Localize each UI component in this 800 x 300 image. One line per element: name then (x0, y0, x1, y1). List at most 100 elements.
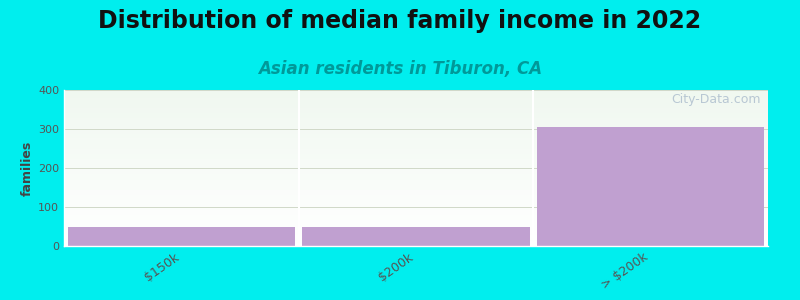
Bar (64, 148, 768, 149)
Bar (64, 93, 768, 94)
Bar (64, 102, 768, 103)
Bar (64, 197, 768, 198)
Bar (64, 245, 768, 246)
Bar (64, 135, 768, 136)
Bar (64, 183, 768, 184)
Bar (64, 206, 768, 207)
Bar (64, 199, 768, 200)
Bar (64, 105, 768, 106)
Bar (64, 214, 768, 215)
Bar (64, 104, 768, 105)
Bar (64, 99, 768, 100)
Bar (64, 226, 768, 227)
Bar (64, 109, 768, 110)
Bar (64, 116, 768, 117)
Bar (64, 171, 768, 172)
Bar (64, 198, 768, 199)
Bar (64, 202, 768, 203)
Bar (64, 90, 768, 91)
Bar (64, 224, 768, 225)
Bar (64, 152, 768, 153)
Bar (64, 137, 768, 138)
Bar (64, 150, 768, 151)
Bar (64, 189, 768, 190)
Bar (64, 240, 768, 241)
Bar (64, 172, 768, 173)
Text: City-Data.com: City-Data.com (671, 93, 761, 106)
Bar (64, 230, 768, 231)
Bar (64, 123, 768, 124)
Bar (64, 207, 768, 208)
Bar (64, 145, 768, 146)
Bar (64, 173, 768, 174)
Bar (64, 98, 768, 99)
Bar (64, 227, 768, 228)
Bar (64, 186, 768, 187)
Bar (64, 153, 768, 154)
Bar (64, 110, 768, 111)
Bar (64, 97, 768, 98)
Bar (64, 243, 768, 244)
Bar (64, 95, 768, 96)
Bar (64, 108, 768, 109)
Bar (64, 192, 768, 193)
Bar (64, 165, 768, 166)
Bar (64, 177, 768, 178)
Bar (64, 166, 768, 167)
Bar (64, 129, 768, 130)
Bar (64, 219, 768, 220)
Bar (64, 158, 768, 159)
Bar (64, 149, 768, 150)
Bar (64, 124, 768, 125)
Bar (64, 194, 768, 195)
Bar (64, 221, 768, 222)
Bar (64, 163, 768, 164)
Bar (64, 143, 768, 144)
Bar (64, 157, 768, 158)
Bar (64, 114, 768, 115)
Bar (64, 191, 768, 192)
Bar (537, 127, 765, 246)
Bar (64, 155, 768, 156)
Bar (64, 178, 768, 179)
Bar (64, 96, 768, 97)
Bar (64, 151, 768, 152)
Bar (64, 112, 768, 113)
Bar (64, 130, 768, 131)
Bar (64, 101, 768, 102)
Bar (64, 239, 768, 240)
Bar (64, 188, 768, 189)
Bar (64, 168, 768, 169)
Bar (64, 140, 768, 141)
Bar (64, 94, 768, 95)
Bar (64, 218, 768, 219)
Bar (64, 179, 768, 180)
Bar (64, 209, 768, 210)
Bar (64, 215, 768, 216)
Bar (64, 119, 768, 120)
Bar (64, 167, 768, 168)
Bar (64, 159, 768, 160)
Bar (64, 237, 768, 238)
Bar (67, 226, 295, 246)
Bar (64, 229, 768, 230)
Bar (64, 120, 768, 121)
Bar (64, 122, 768, 123)
Bar (64, 244, 768, 245)
Bar (64, 117, 768, 118)
Bar (64, 141, 768, 142)
Bar (64, 118, 768, 119)
Bar (64, 113, 768, 114)
Bar (64, 241, 768, 242)
Bar (64, 212, 768, 213)
Bar (64, 210, 768, 211)
Bar (64, 156, 768, 157)
Bar (64, 187, 768, 188)
Bar (64, 160, 768, 161)
Bar (64, 131, 768, 132)
Bar (64, 133, 768, 134)
Bar (64, 190, 768, 191)
Text: Asian residents in Tiburon, CA: Asian residents in Tiburon, CA (258, 60, 542, 78)
Bar (64, 242, 768, 243)
Bar (64, 232, 768, 233)
